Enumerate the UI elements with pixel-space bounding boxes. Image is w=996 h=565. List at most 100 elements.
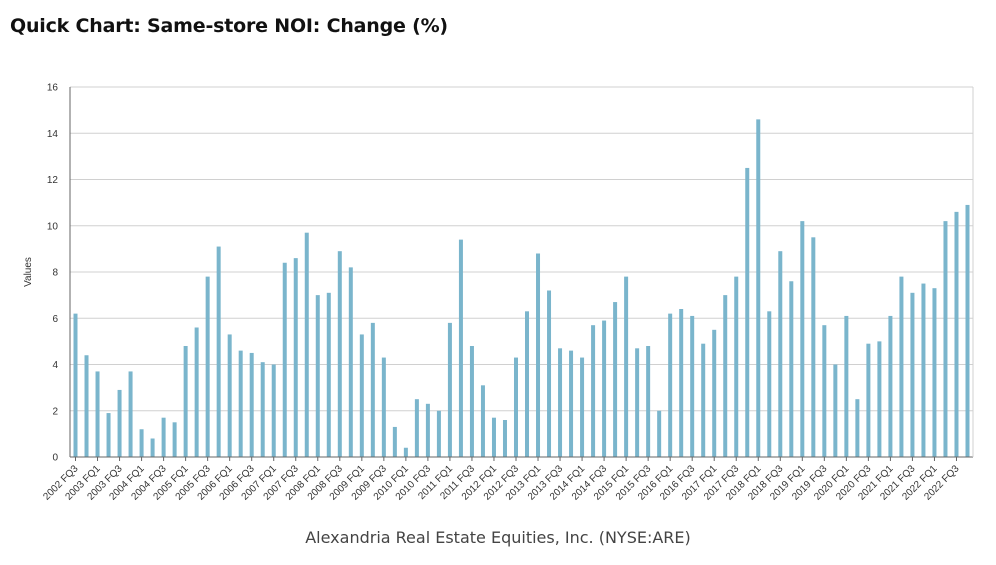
y-tick-label: 14 [47,129,59,140]
bar [172,422,177,457]
bar [888,315,893,457]
y-tick-labels: 0 2 4 6 8 10 12 14 16 [47,83,59,464]
bar [778,251,783,457]
bars [73,119,970,457]
bar [943,221,948,457]
bar [965,204,970,457]
bar [602,320,607,457]
bar [117,389,122,457]
bar [811,237,816,457]
bar [447,322,452,457]
bar [304,232,309,457]
bar [525,311,530,457]
bar [359,334,364,457]
bar [370,322,375,457]
bar [767,311,772,457]
bar [954,211,959,457]
bar [657,410,662,457]
bar [436,410,441,457]
bar [756,119,761,457]
bar [337,251,342,457]
bar [513,357,518,457]
bar [745,167,750,457]
bar [469,346,474,457]
y-tick-label: 4 [52,360,58,371]
bar [822,325,827,457]
bar [547,290,552,457]
y-tick-label: 12 [47,175,59,186]
bar [679,309,684,457]
bar [414,399,419,457]
bar [150,438,155,457]
bar [238,350,243,457]
bar [800,221,805,457]
bar [932,288,937,457]
bar [591,325,596,457]
bar [194,327,199,457]
bar [536,253,541,457]
y-tick-label: 2 [52,406,58,417]
bar [855,399,860,457]
bar [381,357,386,457]
bar [635,348,640,457]
bar [84,355,89,457]
y-axis-label: Values [23,257,34,287]
bar [580,357,585,457]
y-tick-label: 0 [52,453,58,464]
bar [95,371,100,457]
gridlines [70,86,973,458]
bar [866,343,871,457]
bar [392,426,397,457]
bar [271,364,276,457]
bar [921,283,926,457]
bar [558,348,563,457]
bar [315,295,320,457]
bar [701,343,706,457]
bar [227,334,232,457]
bar [734,276,739,457]
bar [877,341,882,457]
bar [899,276,904,457]
bar [458,239,463,457]
bar [646,346,651,457]
bar [348,267,353,457]
bar [183,346,188,457]
bar [569,350,574,457]
bar [491,417,496,457]
bar [249,352,254,457]
bar [403,447,408,457]
bar [723,295,728,457]
y-tick-label: 10 [47,221,59,232]
y-tick-label: 6 [52,314,58,325]
bar [326,292,331,457]
bar [502,420,507,457]
page-title: Quick Chart: Same-store NOI: Change (%) [10,15,448,37]
bar [910,292,915,457]
bar [712,329,717,457]
y-tick-label: 16 [47,83,59,94]
bar [425,403,430,457]
bar [833,364,838,457]
bar [668,313,673,457]
y-tick-label: 8 [52,268,58,279]
bar [216,246,221,457]
bar [789,281,794,457]
bar [205,276,210,457]
bar [282,262,287,457]
bar [161,417,166,457]
bar [480,385,485,457]
bar [128,371,133,457]
bar [293,258,298,457]
bar [139,429,144,457]
company-footer: Alexandria Real Estate Equities, Inc. (N… [305,528,691,547]
bar [260,362,265,457]
axes [69,87,974,458]
bar [73,313,78,457]
bar [690,315,695,457]
bar [106,413,111,457]
bar [844,315,849,457]
bar [613,302,618,457]
bar [624,276,629,457]
